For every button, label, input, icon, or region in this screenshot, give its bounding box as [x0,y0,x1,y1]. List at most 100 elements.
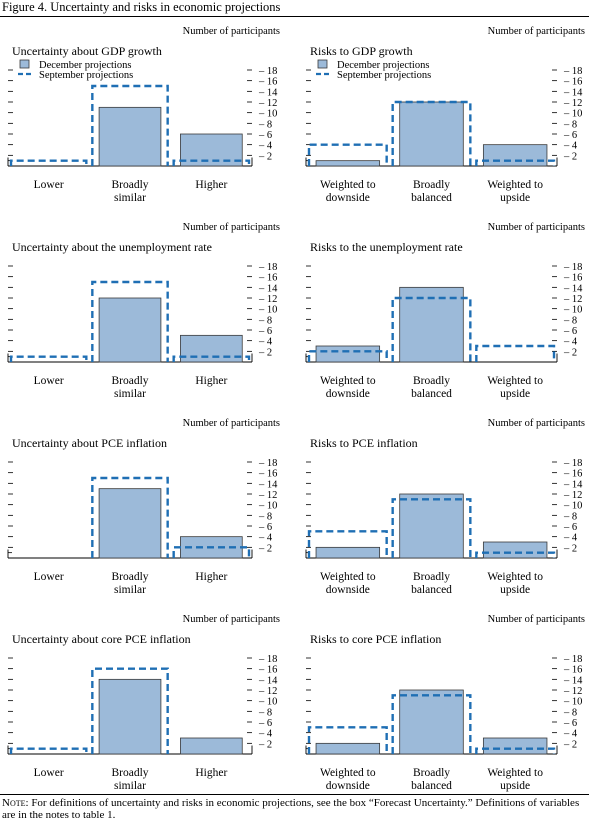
step-september-1 [91,280,169,362]
x-tick-label: Weighted to [487,767,543,779]
x-tick-label: Broadly [111,571,148,583]
chart-svg-2: Number of participants Uncertainty about … [7,222,280,400]
step-september-1 [91,476,169,558]
step-september-1 [391,498,472,558]
y-tick-label: – 4 [563,533,578,544]
step-september-2 [475,747,556,754]
y-tick-label: – 18 [258,66,277,77]
step-september-1 [91,667,169,754]
y-tick-label: – 4 [258,533,273,544]
x-tick-label: Lower [34,179,64,191]
legend-label-september: September projections [39,70,133,81]
chart-panel-3: Number of participants Risks to the unemp… [300,218,587,400]
y-tick-label: – 4 [258,141,273,152]
y-tick-label: – 10 [258,305,277,316]
y-tick-label: – 14 [563,87,583,98]
y-axis-title: Number of participants [183,26,280,37]
y-tick-label: – 8 [563,119,577,130]
chart-svg-4: Number of participants Uncertainty about … [7,418,280,596]
y-tick-label: – 8 [563,707,577,718]
y-tick-label: – 4 [563,729,578,740]
y-tick-label: – 12 [563,490,582,501]
y-axis-title: Number of participants [488,614,585,625]
x-tick-label: Weighted to [487,375,543,387]
x-tick-label: balanced [411,192,452,204]
y-tick-label: – 8 [258,315,272,326]
y-tick-label: – 10 [258,501,277,512]
y-tick-label: – 2 [258,151,272,162]
y-tick-label: – 4 [563,337,578,348]
y-tick-label: – 16 [258,273,277,284]
step-september-0 [9,159,88,166]
step-september-2 [172,159,251,166]
x-tick-label: balanced [411,780,452,792]
y-axis-title: Number of participants [183,222,280,233]
x-tick-label: Broadly [413,767,450,779]
bar-december-0 [315,742,381,755]
x-tick-label: Lower [34,767,64,779]
y-tick-label: – 6 [258,326,272,337]
step-september-2 [475,344,556,362]
y-tick-label: – 2 [563,151,577,162]
y-axis-title: Number of participants [488,418,585,429]
step-september-0 [307,350,388,362]
y-tick-label: – 16 [563,273,582,284]
y-tick-label: – 6 [258,130,272,141]
legend-label-september: September projections [337,70,431,81]
y-tick-label: – 4 [258,729,273,740]
chart-title: Uncertainty about core PCE inflation [12,632,191,646]
y-tick-label: – 18 [258,654,277,665]
y-tick-label: – 14 [563,283,583,294]
bar-december-2 [180,334,243,363]
chart-svg-0: Number of participants Uncertainty about … [7,26,280,204]
note-text: For definitions of uncertainty and risks… [2,797,580,821]
x-tick-label: balanced [411,388,452,400]
x-tick-label: Weighted to [487,571,543,583]
step-september-1 [91,84,169,166]
y-tick-label: – 2 [563,543,577,554]
y-tick-label: – 12 [258,686,277,697]
chart-panel-6: Number of participants Uncertainty about … [2,610,282,792]
y-axis-title: Number of participants [183,418,280,429]
x-tick-label: Broadly [111,767,148,779]
step-september-0 [307,143,388,166]
x-tick-label: Weighted to [320,767,376,779]
y-tick-label: – 16 [563,469,582,480]
x-tick-label: Higher [195,767,227,779]
x-tick-label: Lower [34,571,64,583]
y-tick-label: – 14 [258,675,278,686]
y-tick-label: – 8 [258,119,272,130]
bar-december-0 [315,546,381,559]
step-september-0 [307,726,388,754]
y-tick-label: – 6 [563,130,577,141]
bar-december-2 [180,133,243,167]
chart-svg-1: Number of participants Risks to GDP growt… [305,26,585,204]
x-tick-label: downside [326,388,370,400]
bar-december-2 [482,541,548,559]
y-tick-label: – 12 [258,490,277,501]
bar-december-1 [399,493,464,559]
x-tick-label: Lower [34,375,64,387]
y-tick-label: – 18 [563,262,582,273]
y-tick-label: – 14 [258,479,278,490]
bar-december-2 [482,737,548,755]
y-tick-label: – 6 [563,326,577,337]
y-tick-label: – 2 [258,739,272,750]
bar-december-1 [98,297,162,363]
x-tick-label: upside [500,192,530,204]
y-tick-label: – 8 [258,707,272,718]
x-tick-label: Higher [195,571,227,583]
bar-december-1 [98,678,162,755]
legend-swatch-december [19,59,30,69]
chart-panel-5: Number of participants Risks to PCE infla… [300,414,587,596]
y-tick-label: – 4 [563,141,578,152]
y-tick-label: – 8 [563,315,577,326]
y-tick-label: – 8 [563,511,577,522]
y-tick-label: – 2 [258,543,272,554]
bar-december-1 [399,286,464,363]
y-tick-label: – 14 [563,479,583,490]
y-tick-label: – 6 [563,522,577,533]
figure-note: Note: For definitions of uncertainty and… [2,797,587,821]
x-tick-label: upside [500,388,530,400]
top-rule [0,16,589,17]
